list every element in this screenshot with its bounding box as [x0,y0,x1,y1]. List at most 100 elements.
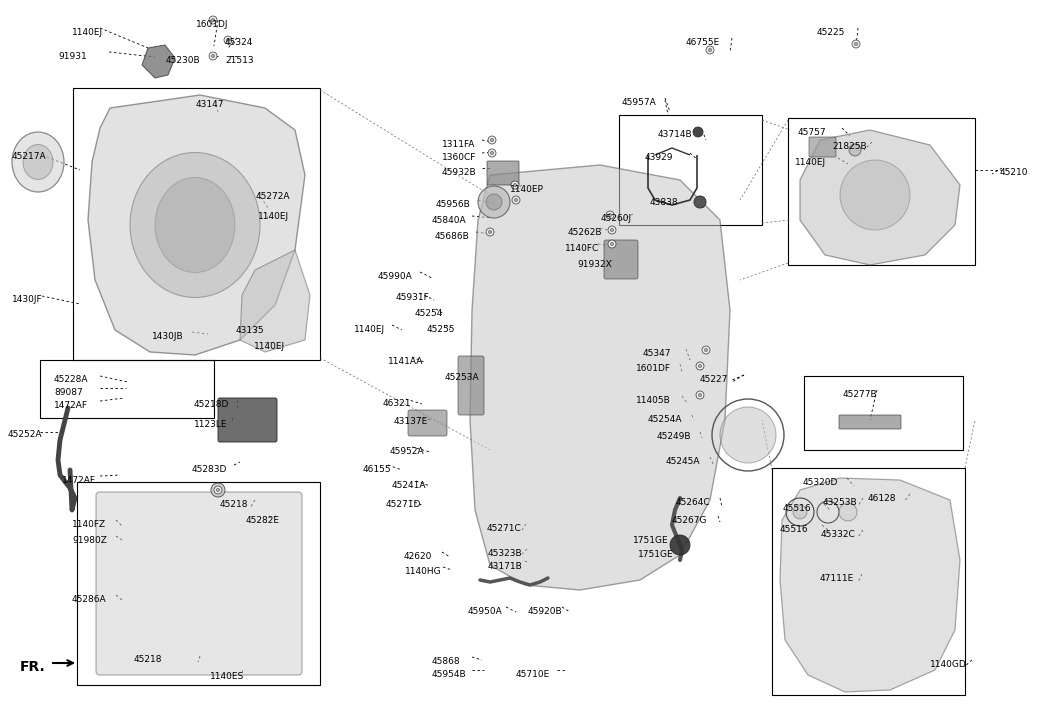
Text: 1141AA: 1141AA [388,357,423,366]
Circle shape [720,407,776,463]
Text: 1140GD: 1140GD [930,660,966,669]
Circle shape [705,348,708,352]
Text: 45320D: 45320D [803,478,839,487]
Text: 45218: 45218 [134,655,163,664]
Text: 45332C: 45332C [821,530,856,539]
Text: 1751GE: 1751GE [638,550,674,559]
Circle shape [702,346,710,354]
Text: 43137E: 43137E [394,417,428,426]
Text: 1140FC: 1140FC [566,244,600,253]
Text: 45710E: 45710E [516,670,551,679]
Text: 45218D: 45218D [195,400,230,409]
Text: 45217A: 45217A [12,152,47,161]
Ellipse shape [23,145,53,180]
Circle shape [490,138,493,142]
Circle shape [610,242,613,246]
Text: 45227: 45227 [701,375,728,384]
Text: 1140EJ: 1140EJ [795,158,826,167]
FancyBboxPatch shape [839,415,901,429]
Bar [77,482,320,685]
Text: 1601DF: 1601DF [636,364,671,373]
Text: 1123LE: 1123LE [195,420,227,429]
Circle shape [608,240,615,248]
Text: 45757: 45757 [798,128,827,137]
Circle shape [608,226,615,234]
Text: 46321: 46321 [383,399,411,408]
Text: 43147: 43147 [196,100,224,109]
Circle shape [488,136,496,144]
Text: 46128: 46128 [868,494,896,503]
Circle shape [212,55,215,57]
Circle shape [490,151,493,155]
Text: 1360CF: 1360CF [442,153,476,162]
Text: 43838: 43838 [649,198,678,207]
Circle shape [855,42,858,46]
Text: 45932B: 45932B [442,168,476,177]
Text: 91932X: 91932X [577,260,611,269]
Circle shape [694,196,706,208]
Circle shape [708,49,711,52]
Circle shape [488,149,496,157]
Text: 45347: 45347 [643,349,672,358]
Text: 43135: 43135 [236,326,265,335]
Circle shape [217,489,220,491]
Circle shape [209,16,217,24]
Text: 1430JF: 1430JF [12,295,43,304]
Text: 1140EJ: 1140EJ [72,28,103,37]
Circle shape [698,393,702,397]
Circle shape [696,362,704,370]
Text: 45271C: 45271C [487,524,522,533]
FancyBboxPatch shape [408,410,448,436]
Text: 43171B: 43171B [488,562,523,571]
Circle shape [486,194,502,210]
Text: 45264C: 45264C [676,498,711,507]
Text: 89087: 89087 [54,388,83,397]
Text: 45267G: 45267G [672,516,708,525]
Text: 11405B: 11405B [636,396,671,405]
Text: 43929: 43929 [645,153,674,162]
Text: 45952A: 45952A [390,447,424,456]
Text: 91931: 91931 [58,52,87,61]
Text: 1601DJ: 1601DJ [196,20,229,29]
Text: 45277B: 45277B [843,390,878,399]
Circle shape [478,186,510,218]
Bar [619,115,762,225]
Text: 1430JB: 1430JB [152,332,184,341]
Circle shape [209,52,217,60]
Text: 1140EP: 1140EP [510,185,544,194]
Text: 45323B: 45323B [488,549,523,558]
Text: 45920B: 45920B [528,607,562,616]
Text: 1472AF: 1472AF [62,476,96,485]
Text: 1472AF: 1472AF [54,401,88,410]
Polygon shape [780,478,960,692]
Text: 45249B: 45249B [657,432,692,441]
Circle shape [215,487,221,493]
Bar [40,360,214,418]
Text: 46755E: 46755E [686,38,721,47]
Polygon shape [240,250,310,352]
Text: 45282E: 45282E [246,516,280,525]
Text: 45245A: 45245A [667,457,701,466]
Circle shape [514,198,518,201]
Text: 45252A: 45252A [9,430,43,439]
Text: 45950A: 45950A [468,607,503,616]
Text: 1140EJ: 1140EJ [258,212,289,221]
Text: 1140HG: 1140HG [405,567,441,576]
FancyBboxPatch shape [487,161,519,185]
Text: 45324: 45324 [225,38,253,47]
Text: 45957A: 45957A [622,98,657,107]
Text: 45210: 45210 [1000,168,1029,177]
Text: 45516: 45516 [783,504,812,513]
Text: 1311FA: 1311FA [442,140,475,149]
Bar [772,468,965,695]
Text: 45230B: 45230B [166,56,201,65]
Polygon shape [470,165,730,590]
Circle shape [610,228,613,232]
Circle shape [608,214,611,217]
Text: 1140FZ: 1140FZ [72,520,106,529]
Ellipse shape [130,153,260,297]
Circle shape [706,46,714,54]
Circle shape [512,196,520,204]
Circle shape [486,228,494,236]
Circle shape [839,503,857,521]
